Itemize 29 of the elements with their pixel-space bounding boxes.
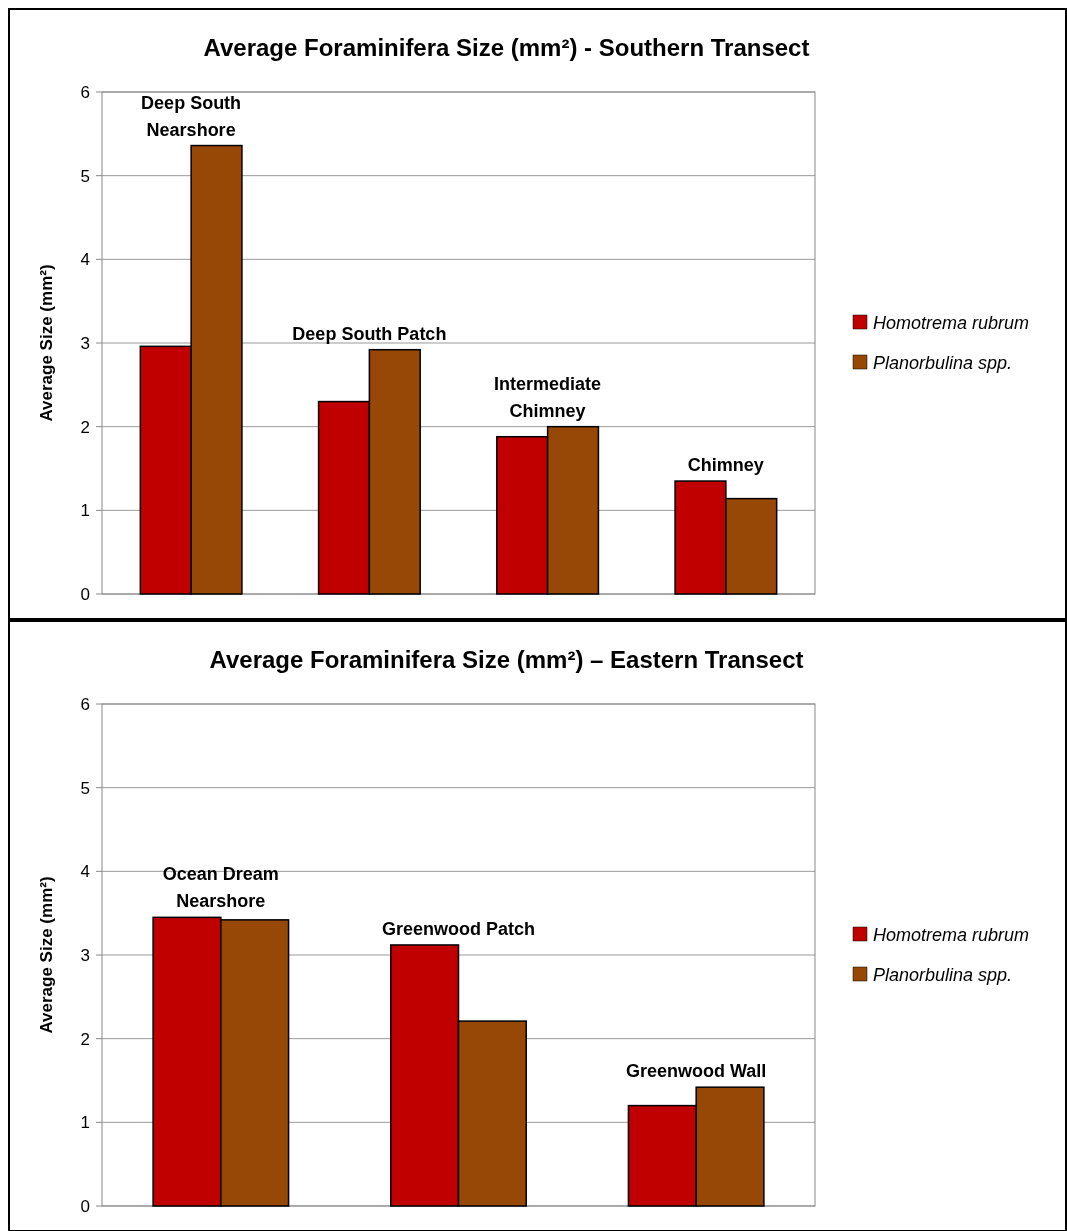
y-tick-label: 0 [80, 1196, 90, 1216]
legend-label: Planorbulina spp. [873, 965, 1013, 986]
y-tick-label: 2 [80, 1029, 90, 1049]
x-tick-label: Greenwood Wall [625, 1061, 767, 1082]
x-tick-label: Chimney [687, 455, 764, 476]
y-tick-label: 1 [80, 1113, 90, 1133]
legend-label: Planorbulina spp. [873, 353, 1013, 374]
chart-title: Average Foraminifera Size (mm²) – Eastern Transect [209, 646, 804, 673]
y-tick-label: 5 [80, 778, 90, 798]
x-tick-label: Ocean Dream Nearshore [162, 864, 279, 912]
y-tick-label: 6 [80, 82, 90, 102]
y-axis-title: Average Size (mm²) [37, 876, 56, 1034]
legend-label: Homotrema rubrum [873, 925, 1030, 946]
y-tick-label: 0 [80, 584, 90, 604]
y-tick-label: 5 [80, 166, 90, 186]
y-tick-label: 4 [80, 250, 90, 270]
y-tick-label: 4 [80, 862, 90, 882]
y-tick-label: 6 [80, 694, 90, 714]
y-tick-label: 3 [80, 333, 90, 353]
x-tick-label: Deep South Patch [292, 323, 447, 344]
y-axis-title: Average Size (mm²) [37, 264, 56, 422]
y-tick-label: 3 [80, 945, 90, 965]
chart-title: Average Foraminifera Size (mm²) - Southern Transect [203, 34, 810, 61]
y-tick-label: 2 [80, 417, 90, 437]
legend-label: Homotrema rubrum [873, 313, 1030, 334]
x-tick-label: Intermediate Chimney [494, 373, 602, 421]
x-tick-label: Deep South Nearshore [141, 92, 242, 140]
y-tick-label: 1 [80, 501, 90, 521]
x-tick-label: Greenwood Patch [381, 918, 536, 939]
